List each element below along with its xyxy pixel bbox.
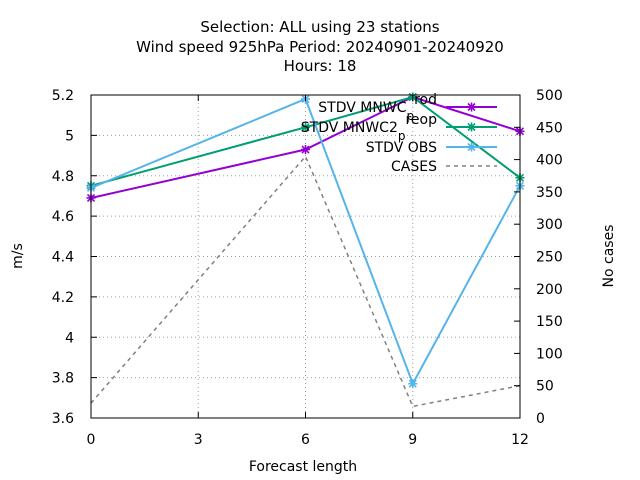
y-tick-label: 4.6 bbox=[52, 209, 74, 225]
legend-marker-stdv-mnwc2-preop bbox=[467, 122, 476, 132]
y-tick-label: 5.2 bbox=[52, 88, 74, 104]
series-line-stdv-mnwc2-preop bbox=[90, 95, 521, 187]
tick-labels: 0 3 6 9 12 3.6 3.8 4 4.2 4.4 4.6 4.8 5 5.2 0 50 100 150 20… bbox=[52, 88, 563, 448]
x-tick-label: 3 bbox=[194, 432, 203, 448]
x-axis-title: Forecast length bbox=[249, 459, 357, 475]
title-line-3: Hours: 18 bbox=[284, 57, 357, 75]
y2-tick-label: 350 bbox=[536, 185, 563, 201]
y-axis-title: m/s bbox=[10, 243, 26, 269]
axis-ticks bbox=[90, 94, 521, 419]
legend-label-stdv-mnwc-prod: STDV MNWCprod bbox=[318, 92, 437, 123]
y2-tick-label: 0 bbox=[536, 411, 545, 427]
legend-label-stdv-mnwc2-preop: STDV MNWC2preop bbox=[301, 112, 437, 143]
y-tick-label: 4.4 bbox=[52, 250, 74, 266]
y2-tick-label: 150 bbox=[536, 314, 563, 330]
x-tick-label: 12 bbox=[511, 432, 529, 448]
y-tick-label: 3.6 bbox=[52, 411, 74, 427]
y2-tick-label: 100 bbox=[536, 346, 563, 362]
y2-tick-label: 400 bbox=[536, 153, 563, 169]
data-point-stdv-mnwc2-preop bbox=[301, 122, 310, 132]
y2-axis-title: No cases bbox=[601, 225, 617, 288]
y2-tick-label: 50 bbox=[536, 379, 554, 395]
data-point-stdv-obs bbox=[408, 379, 418, 389]
y-tick-label: 4.2 bbox=[52, 290, 74, 306]
chart-title: Selection: ALL using 23 stations Wind sp… bbox=[136, 18, 504, 75]
legend-label-stdv-obs: STDV OBS bbox=[366, 140, 437, 156]
y2-tick-label: 450 bbox=[536, 120, 563, 136]
data-point-stdv-mnwc-prod bbox=[301, 145, 310, 155]
grid bbox=[91, 95, 520, 418]
legend-marker-stdv-mnwc-prod bbox=[467, 102, 476, 112]
x-tick-label: 9 bbox=[408, 432, 417, 448]
x-tick-label: 0 bbox=[87, 432, 96, 448]
y-tick-label: 5 bbox=[65, 128, 74, 144]
y-tick-label: 4.8 bbox=[52, 169, 74, 185]
series-line-stdv-obs bbox=[90, 97, 521, 387]
y2-tick-label: 500 bbox=[536, 88, 563, 104]
title-line-2: Wind speed 925hPa Period: 20240901-20240… bbox=[136, 38, 504, 56]
y-tick-label: 3.8 bbox=[52, 371, 74, 387]
title-line-1: Selection: ALL using 23 stations bbox=[200, 18, 439, 36]
x-tick-label: 6 bbox=[301, 432, 310, 448]
series-line-cases bbox=[90, 155, 521, 408]
y2-tick-label: 200 bbox=[536, 282, 563, 298]
legend-marker-stdv-obs bbox=[467, 142, 476, 152]
legend-label-cases: CASES bbox=[391, 159, 437, 175]
y2-tick-label: 250 bbox=[536, 250, 563, 266]
y2-tick-label: 300 bbox=[536, 217, 563, 233]
series-line-stdv-mnwc-prod bbox=[90, 95, 521, 199]
y-tick-label: 4 bbox=[65, 330, 74, 346]
